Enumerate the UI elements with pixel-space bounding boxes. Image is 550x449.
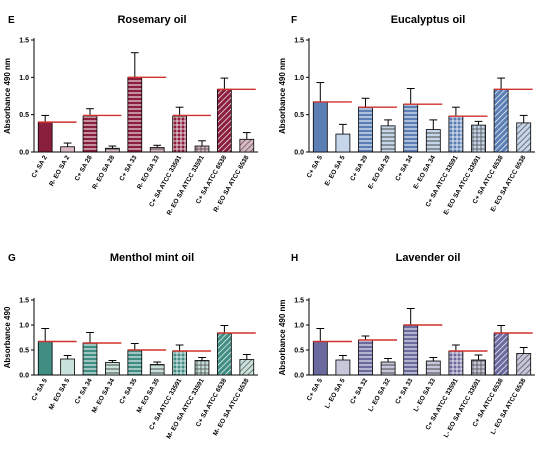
bar — [335, 133, 351, 153]
y-axis-label: Absorbance 490 nm — [3, 58, 12, 134]
y-tick-label: 1.0 — [294, 323, 304, 330]
bar — [194, 360, 210, 376]
x-tick-label: C+ SA 5 — [306, 377, 325, 402]
bar — [403, 324, 419, 376]
y-tick-label: 1.5 — [294, 38, 304, 45]
bar — [239, 138, 255, 153]
bar — [425, 129, 441, 153]
bar — [82, 115, 98, 153]
x-tick-label: C+ SA 29 — [349, 154, 369, 182]
bar — [516, 122, 532, 153]
bar — [380, 125, 396, 153]
bar — [239, 359, 255, 376]
x-tick-label: C+ SA 5 — [306, 154, 325, 179]
y-tick-label: 0.0 — [19, 150, 29, 157]
x-tick-label: R- EO SA 2 — [48, 154, 71, 187]
y-tick-label: 1.5 — [294, 298, 304, 305]
panel-letter: H — [291, 253, 298, 264]
y-tick-label: 0.5 — [294, 348, 304, 355]
chart-panel-e: E Rosemary oil Absorbance 490 nm 0.0 0.5 1.0 1… — [3, 14, 258, 217]
bar — [149, 364, 165, 376]
chart-title: Lavender oil — [396, 252, 461, 264]
y-axis-label: Absorbance 490 nm — [278, 58, 287, 134]
bar — [493, 88, 509, 153]
bar — [60, 358, 75, 376]
x-tick-label: R- EO SA 33 — [136, 154, 161, 190]
x-tick-label: C+ SA 34 — [394, 154, 414, 182]
x-tick-label: C+ SA 28 — [74, 154, 94, 182]
bar — [335, 359, 351, 376]
bar — [172, 350, 187, 376]
x-tick-label: E- EO SA 34 — [412, 154, 437, 190]
bar — [105, 362, 120, 376]
y-tick-label: 1.0 — [294, 75, 304, 82]
bar — [37, 121, 53, 153]
x-tick-label: C+ SA 2 — [31, 154, 50, 179]
y-tick-label: 1.5 — [19, 298, 29, 305]
bar — [358, 339, 373, 376]
x-tick-label: R- EO SA 28 — [91, 154, 116, 190]
x-tick-label: C+ SA 35 — [118, 377, 138, 405]
bar — [172, 115, 187, 153]
x-tick-label: C+ SA 33 — [118, 154, 138, 182]
x-tick-label: L- EO SA 32 — [367, 377, 392, 413]
x-tick-label: L- EO SA 5 — [324, 377, 347, 410]
y-axis-label: Absorbance 490 nm — [278, 299, 287, 375]
y-tick-label: 0.5 — [19, 112, 29, 119]
x-tick-label: C+ SA 33 — [394, 377, 414, 405]
x-tick-label: C+ SA 5 — [31, 377, 50, 402]
x-tick-label: E- EO SA 5 — [324, 154, 347, 187]
x-tick-label: L- EO SA 33 — [412, 377, 437, 413]
bar — [105, 147, 120, 153]
bar — [312, 341, 328, 376]
panel-letter: F — [291, 15, 297, 26]
panel-letter: E — [8, 15, 15, 26]
bar — [448, 115, 464, 153]
y-tick-label: 1.5 — [19, 38, 29, 45]
y-tick-label: 1.0 — [19, 323, 29, 330]
bar — [471, 124, 486, 153]
y-tick-label: 1.0 — [19, 75, 29, 82]
x-tick-label: M- EO SA 34 — [91, 377, 116, 414]
y-tick-label: 0.0 — [294, 373, 304, 380]
x-tick-label: C+ SA 34 — [74, 377, 94, 405]
chart-panel-g: G Menthol mint oil Absorbance 490 0.0 0.5 1.0… — [3, 252, 258, 440]
panel-letter: G — [8, 253, 16, 264]
y-tick-label: 0.0 — [19, 373, 29, 380]
y-tick-label: 0.0 — [294, 150, 304, 157]
bar — [149, 147, 165, 153]
y-axis-label: Absorbance 490 — [3, 306, 12, 368]
bar — [127, 349, 143, 376]
bar — [82, 342, 98, 376]
bar — [358, 106, 373, 153]
bar — [37, 341, 53, 376]
x-tick-label: M- EO SA 5 — [48, 377, 72, 411]
bar — [194, 145, 210, 153]
bar — [425, 360, 441, 376]
bar — [60, 146, 75, 153]
bar — [448, 350, 464, 376]
chart-title: Eucalyptus oil — [391, 14, 466, 26]
chart-title: Menthol mint oil — [110, 252, 194, 264]
bar — [493, 332, 509, 376]
chart-title: Rosemary oil — [117, 14, 186, 26]
x-tick-label: M- EO SA 35 — [136, 377, 161, 414]
chart-panel-h: H Lavender oil Absorbance 490 nm 0.0 0.5 1.0 1… — [278, 252, 535, 439]
chart-panel-f: F Eucalyptus oil Absorbance 490 nm 0.0 0.5 1.… — [278, 14, 535, 216]
x-tick-label: C+ SA 32 — [349, 377, 369, 405]
bar — [380, 361, 396, 376]
bar — [217, 332, 232, 376]
y-tick-label: 0.5 — [294, 112, 304, 119]
bar — [127, 76, 143, 153]
bar — [471, 359, 486, 376]
bar — [312, 101, 328, 153]
bar — [516, 353, 532, 376]
bar — [403, 103, 419, 153]
x-tick-label: E- EO SA 29 — [367, 154, 392, 190]
y-tick-label: 0.5 — [19, 348, 29, 355]
bar — [217, 88, 232, 153]
